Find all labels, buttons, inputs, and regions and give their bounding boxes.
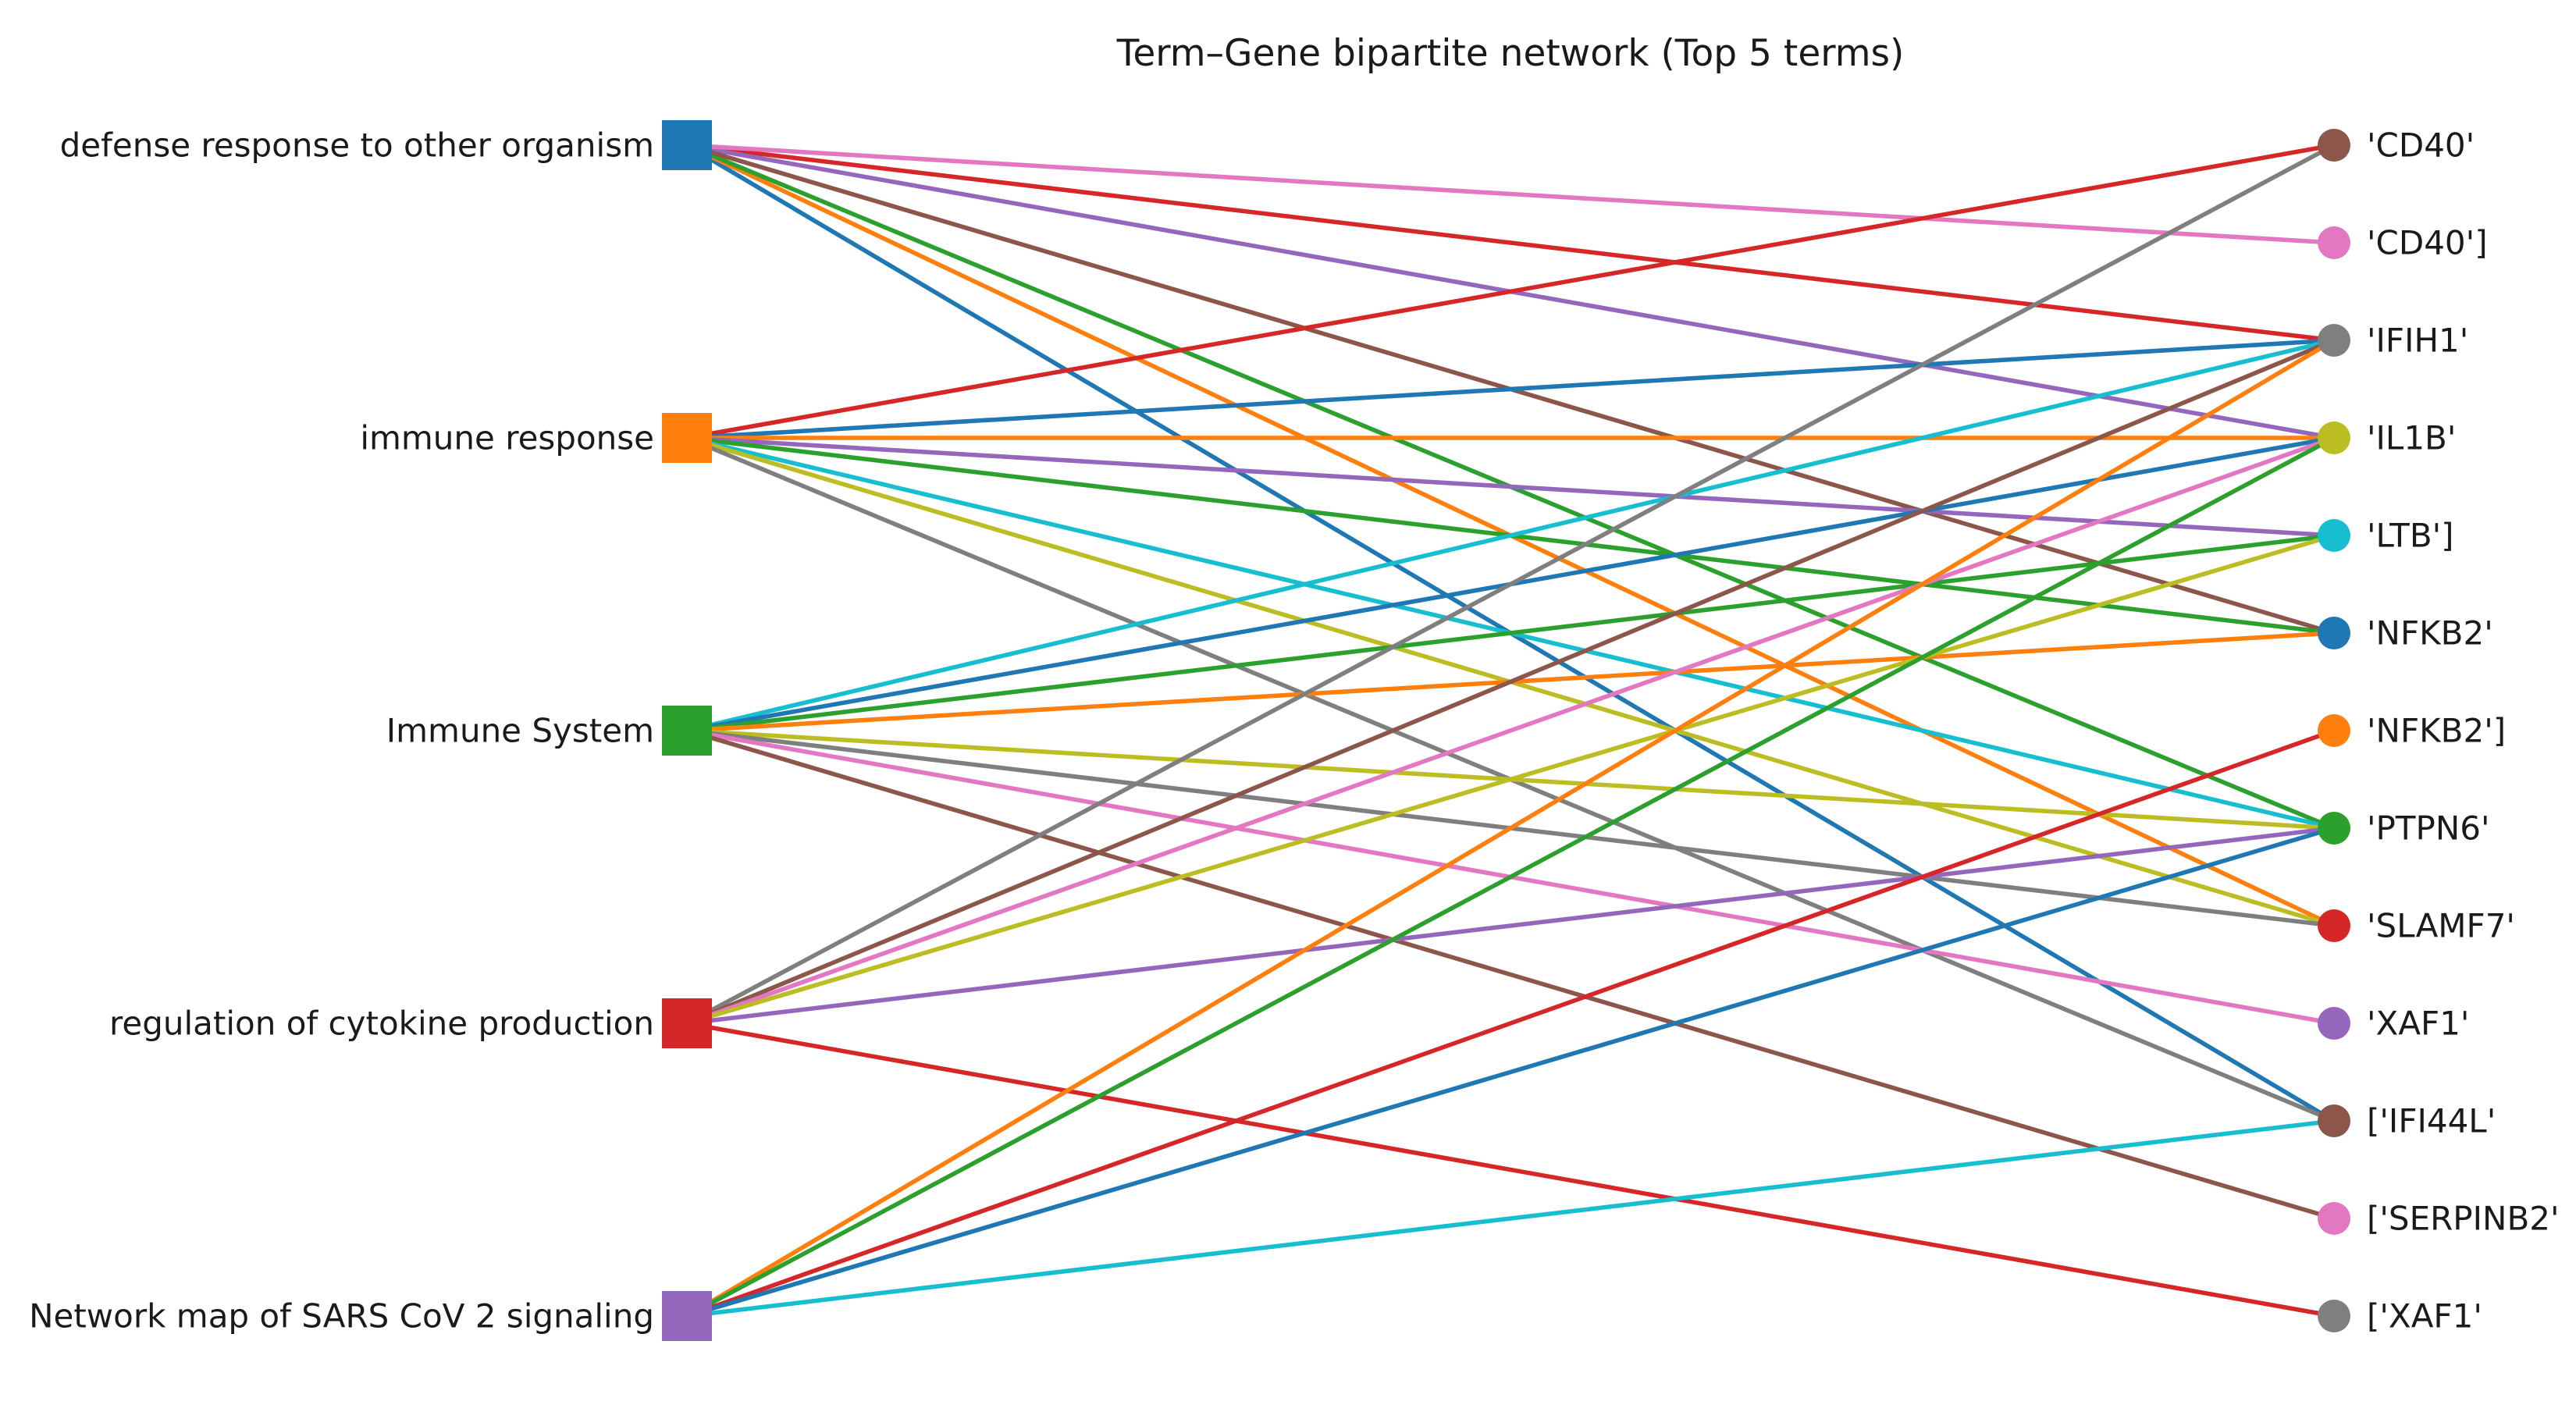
gene-node-8: [2318, 909, 2350, 942]
term-node-2: [662, 706, 712, 756]
labels-layer: defense response to other organism immune…: [29, 126, 2559, 1336]
gene-label-12: ['XAF1': [2367, 1297, 2482, 1336]
edge-23: [685, 143, 2336, 1026]
gene-node-12: [2318, 1300, 2350, 1332]
figure-title: Term–Gene bipartite network (Top 5 terms…: [1116, 32, 1905, 75]
term-label-1: immune response: [360, 419, 654, 457]
gene-label-6: 'NFKB2']: [2367, 712, 2506, 750]
gene-node-11: [2318, 1202, 2350, 1235]
gene-node-10: [2318, 1104, 2350, 1137]
edge-7: [685, 143, 2336, 440]
edges-layer: [685, 143, 2336, 1318]
term-node-3: [662, 998, 712, 1048]
gene-node-9: [2318, 1007, 2350, 1040]
term-label-3: regulation of cytokine production: [109, 1005, 654, 1043]
gene-node-6: [2318, 714, 2350, 747]
term-node-1: [662, 413, 712, 463]
gene-label-11: ['SERPINB2': [2367, 1200, 2560, 1238]
edge-25: [685, 436, 2336, 1026]
gene-node-0: [2318, 129, 2350, 162]
gene-label-9: 'XAF1': [2367, 1005, 2469, 1043]
edge-3: [685, 143, 2336, 343]
gene-node-1: [2318, 226, 2350, 259]
gene-label-1: 'CD40']: [2367, 224, 2488, 262]
gene-label-3: 'IL1B': [2367, 419, 2456, 457]
gene-label-4: 'LTB']: [2367, 517, 2454, 555]
nodes-layer: [662, 120, 2350, 1341]
edge-29: [685, 338, 2336, 1318]
term-label-2: Immune System: [386, 712, 654, 750]
edge-27: [685, 826, 2336, 1026]
gene-label-5: 'NFKB2': [2367, 614, 2493, 653]
gene-node-4: [2318, 519, 2350, 552]
term-label-4: Network map of SARS CoV 2 signaling: [29, 1297, 654, 1336]
edge-30: [685, 436, 2336, 1318]
edge-22: [685, 728, 2336, 1221]
gene-node-3: [2318, 422, 2350, 454]
edge-33: [685, 1119, 2336, 1318]
edge-8: [685, 338, 2336, 440]
term-node-4: [662, 1291, 712, 1341]
gene-label-7: 'PTPN6': [2367, 809, 2490, 848]
gene-label-0: 'CD40': [2367, 126, 2475, 165]
edge-28: [685, 1021, 2336, 1318]
edge-10: [685, 436, 2336, 538]
term-node-0: [662, 120, 712, 170]
edge-32: [685, 826, 2336, 1318]
gene-label-2: 'IFIH1': [2367, 322, 2468, 360]
edge-6: [685, 143, 2336, 245]
gene-label-10: ['IFI44L': [2367, 1102, 2496, 1140]
edge-24: [685, 338, 2336, 1026]
gene-node-7: [2318, 812, 2350, 845]
edge-31: [685, 728, 2336, 1318]
edge-15: [685, 338, 2336, 733]
term-label-0: defense response to other organism: [60, 126, 654, 165]
gene-node-2: [2318, 324, 2350, 357]
edge-26: [685, 533, 2336, 1026]
gene-label-8: 'SLAMF7': [2367, 907, 2515, 945]
gene-node-5: [2318, 617, 2350, 649]
edge-17: [685, 533, 2336, 733]
